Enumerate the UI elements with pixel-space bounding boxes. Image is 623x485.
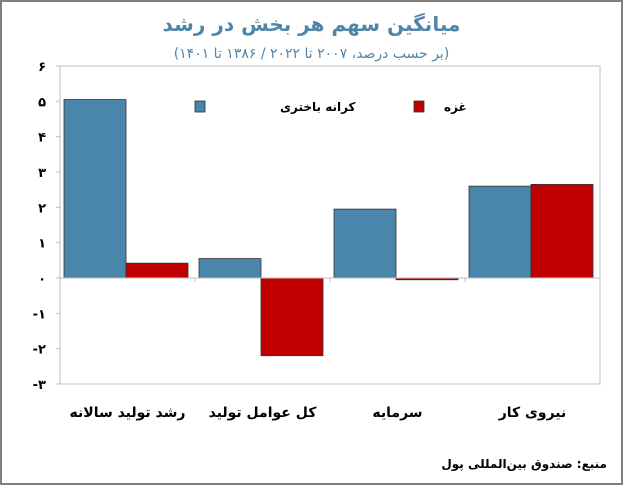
bar-west-bank xyxy=(468,185,532,279)
y-tick-label: -۱ xyxy=(33,307,46,322)
legend-swatch xyxy=(413,100,425,113)
y-tick-label: -۲ xyxy=(33,343,46,358)
legend-label-gaza: غزه xyxy=(444,100,467,114)
plot-area xyxy=(59,65,601,385)
x-category-label: نیروی کار xyxy=(498,405,567,421)
x-category-label: کل عوامل تولید xyxy=(209,405,318,421)
y-tick-label: -۳ xyxy=(33,378,46,393)
bar-gaza xyxy=(125,262,189,279)
bar-west-bank xyxy=(63,99,127,279)
y-tick-label: ۰ xyxy=(38,272,46,287)
legend-swatch xyxy=(194,100,206,113)
y-tick-label: ۶ xyxy=(38,60,46,75)
bar-west-bank xyxy=(198,258,262,279)
y-tick-label: ۴ xyxy=(38,131,46,146)
source-note: منبع: صندوق بین‌المللی پول xyxy=(441,457,607,471)
chart-subtitle: (بر حسب درصد، ۲۰۰۷ تا ۲۰۲۲ / ۱۳۸۶ تا ۱۴۰… xyxy=(173,46,450,62)
bar-gaza xyxy=(260,277,324,357)
x-category-label: رشد تولید سالانه xyxy=(70,405,186,421)
bar-west-bank xyxy=(333,208,397,279)
chart-title: میانگین سهم هر بخش در رشد xyxy=(162,12,461,36)
y-tick-label: ۳ xyxy=(38,166,46,181)
y-tick-label: ۱ xyxy=(38,237,46,252)
y-tick-label: ۲ xyxy=(38,201,46,216)
x-category-label: سرمایه xyxy=(372,405,422,421)
y-tick-label: ۵ xyxy=(38,95,46,110)
legend-label-west-bank: کرانه باختری xyxy=(280,100,356,114)
bar-gaza xyxy=(530,183,594,279)
